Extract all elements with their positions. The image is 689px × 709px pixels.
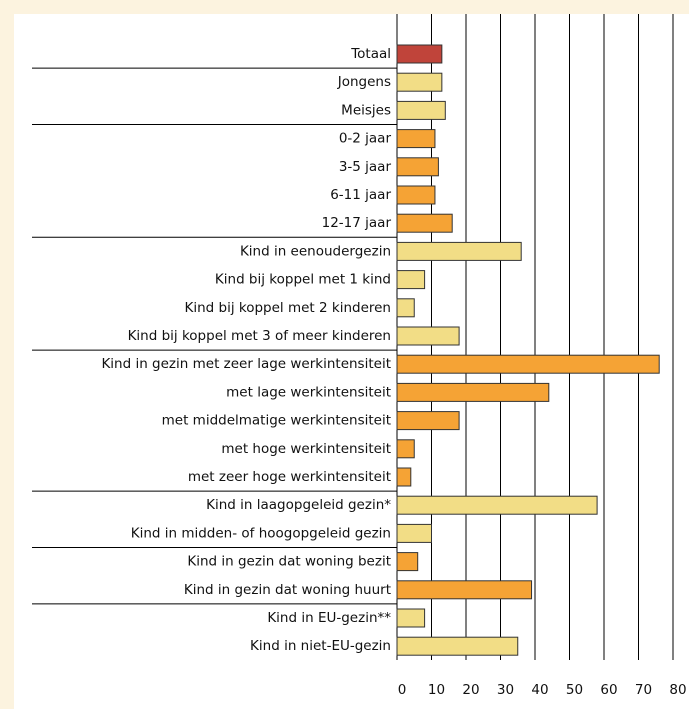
- y-tick-label: met hoge werkintensiteit: [221, 441, 391, 457]
- y-tick-label: 0-2 jaar: [339, 131, 392, 147]
- y-tick-label: Totaal: [350, 46, 391, 62]
- bar: [396, 100, 446, 120]
- y-tick-label: Jongens: [337, 74, 391, 90]
- y-tick-label: Kind in laagopgeleid gezin*: [206, 497, 391, 513]
- bar: [396, 213, 453, 233]
- y-tick-label: met middelmatige werkintensiteit: [162, 413, 391, 429]
- bar: [396, 439, 415, 459]
- y-tick-label: Kind in niet-EU-gezin: [250, 638, 391, 654]
- x-tick-label: 70: [635, 682, 652, 698]
- bar: [396, 580, 533, 600]
- y-tick-label: Kind in gezin dat woning huurt: [184, 582, 391, 598]
- bar: [396, 129, 436, 149]
- bar: [396, 523, 432, 543]
- bar: [396, 552, 419, 572]
- bar: [396, 608, 426, 628]
- x-tick-label: 40: [531, 682, 548, 698]
- bar: [396, 411, 460, 431]
- y-tick-label: met lage werkintensiteit: [226, 384, 391, 400]
- bar: [396, 157, 439, 177]
- bar: [396, 270, 426, 290]
- y-tick-label: 3-5 jaar: [339, 159, 392, 175]
- y-tick-label: Kind in gezin dat woning bezit: [187, 554, 391, 570]
- bar: [396, 185, 436, 205]
- bar: [396, 467, 412, 487]
- x-tick-label: 20: [462, 682, 479, 698]
- y-tick-label: Kind in gezin met zeer lage werkintensit…: [101, 356, 391, 372]
- bar: [396, 495, 598, 515]
- y-tick-label: Kind bij koppel met 3 of meer kinderen: [128, 328, 391, 344]
- bar: [396, 241, 522, 261]
- y-tick-label: Kind in eenoudergezin: [240, 243, 391, 259]
- bar: [396, 72, 443, 92]
- y-tick-label: met zeer hoge werkintensiteit: [188, 469, 391, 485]
- bar: [396, 382, 550, 402]
- bar: [396, 44, 443, 64]
- y-tick-label: Kind in EU-gezin**: [267, 610, 391, 626]
- bar: [396, 354, 660, 374]
- y-tick-label: Meisjes: [341, 102, 391, 118]
- x-tick-label: 30: [497, 682, 514, 698]
- x-tick-label: 60: [600, 682, 617, 698]
- x-tick-label: 10: [428, 682, 445, 698]
- x-tick-label: 80: [669, 682, 686, 698]
- y-tick-label: Kind in midden- of hoogopgeleid gezin: [131, 525, 391, 541]
- x-tick-label: 50: [566, 682, 583, 698]
- bar: [396, 636, 519, 656]
- x-tick-label: 0: [398, 682, 407, 698]
- y-tick-label: Kind bij koppel met 2 kinderen: [184, 300, 391, 316]
- y-tick-label: Kind bij koppel met 1 kind: [215, 272, 391, 288]
- y-tick-label: 6-11 jaar: [330, 187, 391, 203]
- bar: [396, 298, 415, 318]
- bar: [396, 326, 460, 346]
- y-tick-label: 12-17 jaar: [322, 215, 392, 231]
